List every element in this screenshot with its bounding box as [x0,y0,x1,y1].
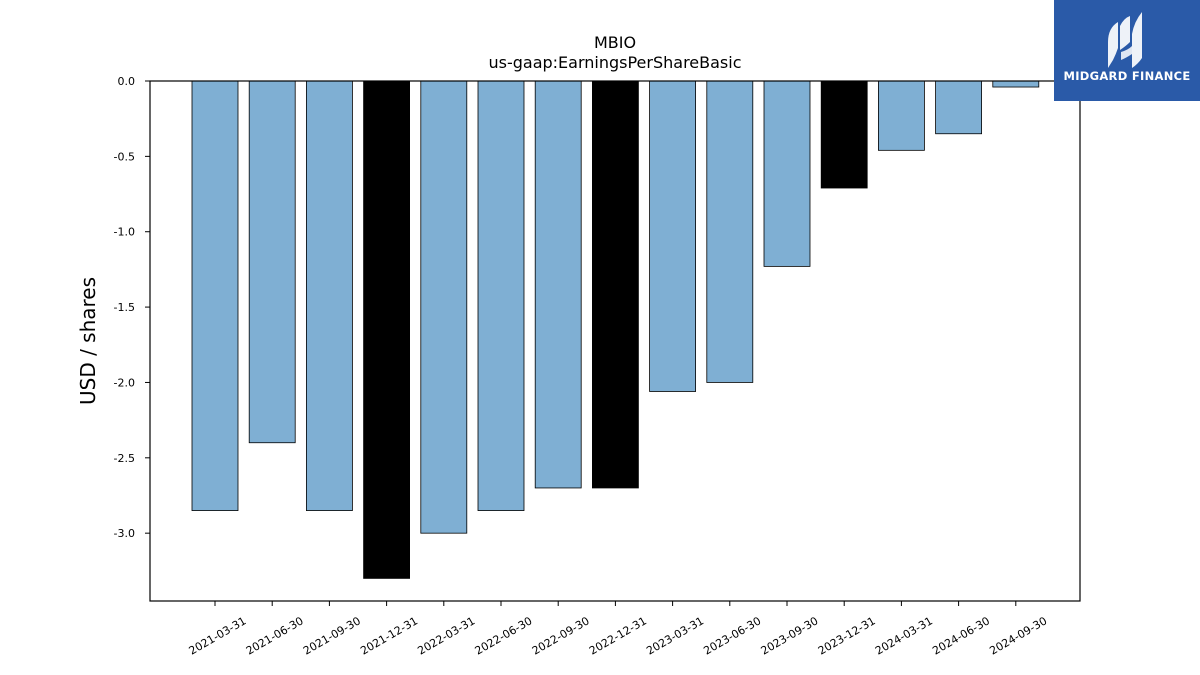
y-tick-label: -0.5 [114,150,135,163]
x-tick-label: 2022-06-30 [473,614,535,657]
x-tick-label: 2021-03-31 [187,614,249,657]
midgard-logo-mark-icon [1108,12,1142,68]
y-tick-label: -1.0 [114,226,135,239]
bar-2024-06-30 [935,80,982,135]
x-tick-label: 2024-06-30 [930,614,992,657]
chart-title: MBIO [594,33,636,52]
x-tick-label: 2021-09-30 [301,614,363,657]
bar-2023-09-30 [763,80,811,267]
bar-2022-03-31 [420,80,468,534]
x-tick-label: 2023-03-31 [644,614,706,657]
logo-text: MIDGARD FINANCE [1063,69,1191,83]
y-axis-ticks: 0.0 -0.5 -1.0 -1.5 -2.0 -2.5 -3.0 [114,75,150,540]
y-axis-label: USD / shares [76,277,100,405]
x-tick-label: 2024-09-30 [987,614,1049,657]
x-tick-label: 2023-06-30 [701,614,763,657]
bar-2023-03-31 [649,80,696,392]
y-tick-label: 0.0 [118,75,136,88]
midgard-finance-logo: MIDGARD FINANCE [1054,0,1200,101]
x-tick-label: 2021-06-30 [244,614,306,657]
bar-2023-12-31 [820,80,868,189]
bar-2022-09-30 [534,80,582,489]
x-tick-label: 2022-03-31 [415,614,477,657]
x-axis-ticks: 2021-03-312021-06-302021-09-302021-12-31… [187,601,1049,658]
bar-2021-06-30 [248,80,296,444]
y-tick-label: -2.0 [114,376,135,389]
x-tick-label: 2024-03-31 [873,614,935,657]
x-tick-label: 2021-12-31 [358,614,420,657]
bar-2021-12-31 [363,80,411,579]
bar-2022-12-31 [592,80,639,489]
bar-2024-09-30 [992,80,1040,88]
bar-2021-03-31 [191,80,239,511]
x-tick-label: 2022-09-30 [530,614,592,657]
bars [191,80,1040,579]
bar-2024-03-31 [878,80,925,151]
chart-subtitle: us-gaap:EarningsPerShareBasic [488,53,741,72]
bar-2021-09-30 [305,80,353,511]
y-tick-label: -2.5 [114,452,135,465]
x-tick-label: 2022-12-31 [587,614,649,657]
y-tick-label: -1.5 [114,301,135,314]
x-tick-label: 2023-09-30 [759,614,821,657]
bar-2022-06-30 [477,80,525,511]
y-tick-label: -3.0 [114,527,135,540]
x-tick-label: 2023-12-31 [816,614,878,657]
bar-2023-06-30 [706,80,754,383]
